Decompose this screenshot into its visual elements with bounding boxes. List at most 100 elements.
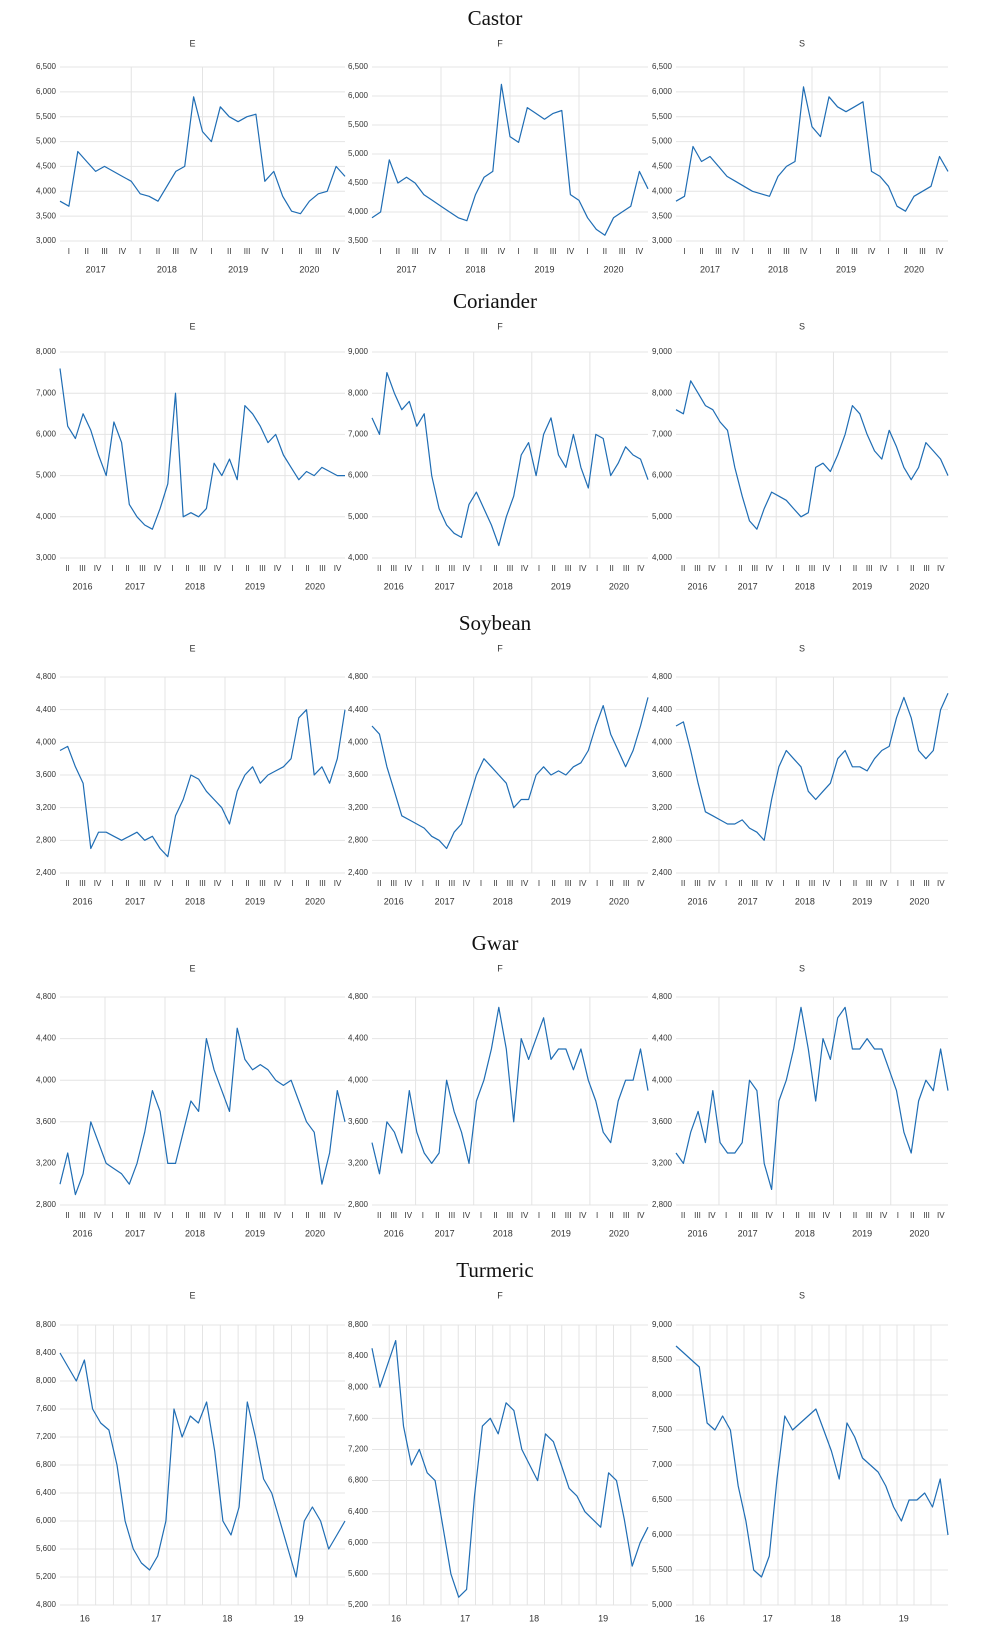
- x-tick-label: II: [377, 564, 381, 573]
- x-tick-label: II: [738, 564, 742, 573]
- year-label: 2020: [305, 896, 325, 906]
- y-tick-label: 4,000: [652, 737, 673, 746]
- x-tick-label: IV: [937, 1211, 945, 1220]
- x-tick-label: I: [840, 879, 842, 888]
- chart-title: E: [189, 643, 195, 653]
- year-label: 2018: [185, 1228, 205, 1238]
- x-tick-label: II: [245, 879, 249, 888]
- y-tick-label: 7,000: [652, 430, 673, 439]
- year-label: 18: [529, 1613, 539, 1623]
- section-heading: Turmeric: [456, 1258, 533, 1282]
- x-tick-label: IV: [119, 247, 127, 256]
- x-tick-label: I: [231, 564, 233, 573]
- y-tick-label: 6,000: [348, 91, 369, 100]
- x-tick-label: I: [231, 879, 233, 888]
- x-tick-label: IV: [637, 879, 645, 888]
- x-tick-label: I: [782, 1211, 784, 1220]
- x-tick-label: IV: [708, 564, 716, 573]
- x-tick-label: I: [782, 564, 784, 573]
- x-tick-label: III: [139, 564, 146, 573]
- y-tick-label: 4,000: [36, 737, 57, 746]
- x-tick-label: IV: [274, 1211, 282, 1220]
- year-label: 2016: [384, 896, 404, 906]
- y-tick-label: 4,800: [348, 672, 369, 681]
- year-label: 2017: [125, 896, 145, 906]
- x-tick-label: IV: [334, 1211, 342, 1220]
- x-tick-label: III: [866, 879, 873, 888]
- y-tick-label: 4,000: [348, 1075, 369, 1084]
- x-tick-label: II: [603, 247, 607, 256]
- x-tick-label: II: [910, 879, 914, 888]
- x-tick-label: II: [534, 247, 538, 256]
- y-tick-label: 3,600: [36, 1117, 57, 1126]
- year-label: 2020: [909, 1228, 929, 1238]
- x-tick-label: II: [465, 247, 469, 256]
- x-tick-label: IV: [154, 1211, 162, 1220]
- x-tick-label: I: [782, 879, 784, 888]
- x-tick-label: I: [111, 879, 113, 888]
- y-tick-label: 4,000: [36, 186, 57, 195]
- x-tick-label: IV: [708, 879, 716, 888]
- x-tick-label: III: [809, 564, 816, 573]
- x-tick-label: II: [609, 564, 613, 573]
- x-tick-label: II: [65, 879, 69, 888]
- x-tick-label: IV: [521, 564, 529, 573]
- year-label: 2016: [72, 581, 92, 591]
- price-line: [371, 372, 649, 547]
- y-tick-label: 3,600: [348, 1117, 369, 1126]
- x-tick-label: IV: [429, 247, 437, 256]
- x-tick-label: II: [125, 1211, 129, 1220]
- x-tick-label: IV: [521, 1211, 529, 1220]
- x-tick-label: II: [551, 879, 555, 888]
- x-tick-label: II: [305, 879, 309, 888]
- y-tick-label: 4,000: [652, 1075, 673, 1084]
- x-tick-label: I: [68, 247, 70, 256]
- x-tick-label: I: [587, 247, 589, 256]
- x-tick-label: IV: [190, 247, 198, 256]
- chart-title: S: [799, 1290, 805, 1300]
- x-tick-label: I: [111, 564, 113, 573]
- y-tick-label: 7,500: [652, 1425, 673, 1434]
- y-tick-label: 8,400: [36, 1348, 57, 1357]
- x-tick-label: II: [853, 564, 857, 573]
- y-tick-label: 4,800: [36, 992, 57, 1001]
- x-tick-label: III: [319, 1211, 326, 1220]
- y-tick-label: 3,000: [36, 236, 57, 245]
- x-tick-label: IV: [800, 247, 808, 256]
- year-label: 2020: [904, 264, 924, 274]
- year-label: 2017: [396, 264, 416, 274]
- price-line: [675, 693, 949, 841]
- x-tick-label: II: [493, 879, 497, 888]
- x-tick-label: II: [795, 1211, 799, 1220]
- x-tick-label: I: [596, 1211, 598, 1220]
- x-tick-label: IV: [274, 879, 282, 888]
- y-tick-label: 6,000: [652, 471, 673, 480]
- year-label: 2017: [125, 1228, 145, 1238]
- x-tick-label: IV: [579, 879, 587, 888]
- x-tick-label: III: [565, 1211, 572, 1220]
- y-tick-label: 4,800: [652, 992, 673, 1001]
- y-tick-label: 4,000: [348, 207, 369, 216]
- x-tick-label: III: [565, 564, 572, 573]
- section-heading: Gwar: [472, 931, 519, 955]
- year-label: 2017: [738, 896, 758, 906]
- y-tick-label: 5,000: [348, 149, 369, 158]
- y-tick-label: 4,000: [652, 186, 673, 195]
- x-tick-label: IV: [868, 247, 876, 256]
- y-tick-label: 5,500: [652, 112, 673, 121]
- x-tick-label: III: [694, 1211, 701, 1220]
- x-tick-label: II: [493, 1211, 497, 1220]
- price-line: [675, 1006, 949, 1190]
- x-tick-label: III: [809, 1211, 816, 1220]
- y-tick-label: 6,000: [348, 471, 369, 480]
- x-tick-label: II: [227, 247, 231, 256]
- x-tick-label: III: [751, 564, 758, 573]
- year-label: 2016: [687, 581, 707, 591]
- x-tick-label: II: [767, 247, 771, 256]
- x-tick-label: IV: [214, 564, 222, 573]
- x-tick-label: III: [259, 879, 266, 888]
- year-label: 2016: [72, 896, 92, 906]
- x-tick-label: I: [725, 879, 727, 888]
- x-tick-label: III: [139, 1211, 146, 1220]
